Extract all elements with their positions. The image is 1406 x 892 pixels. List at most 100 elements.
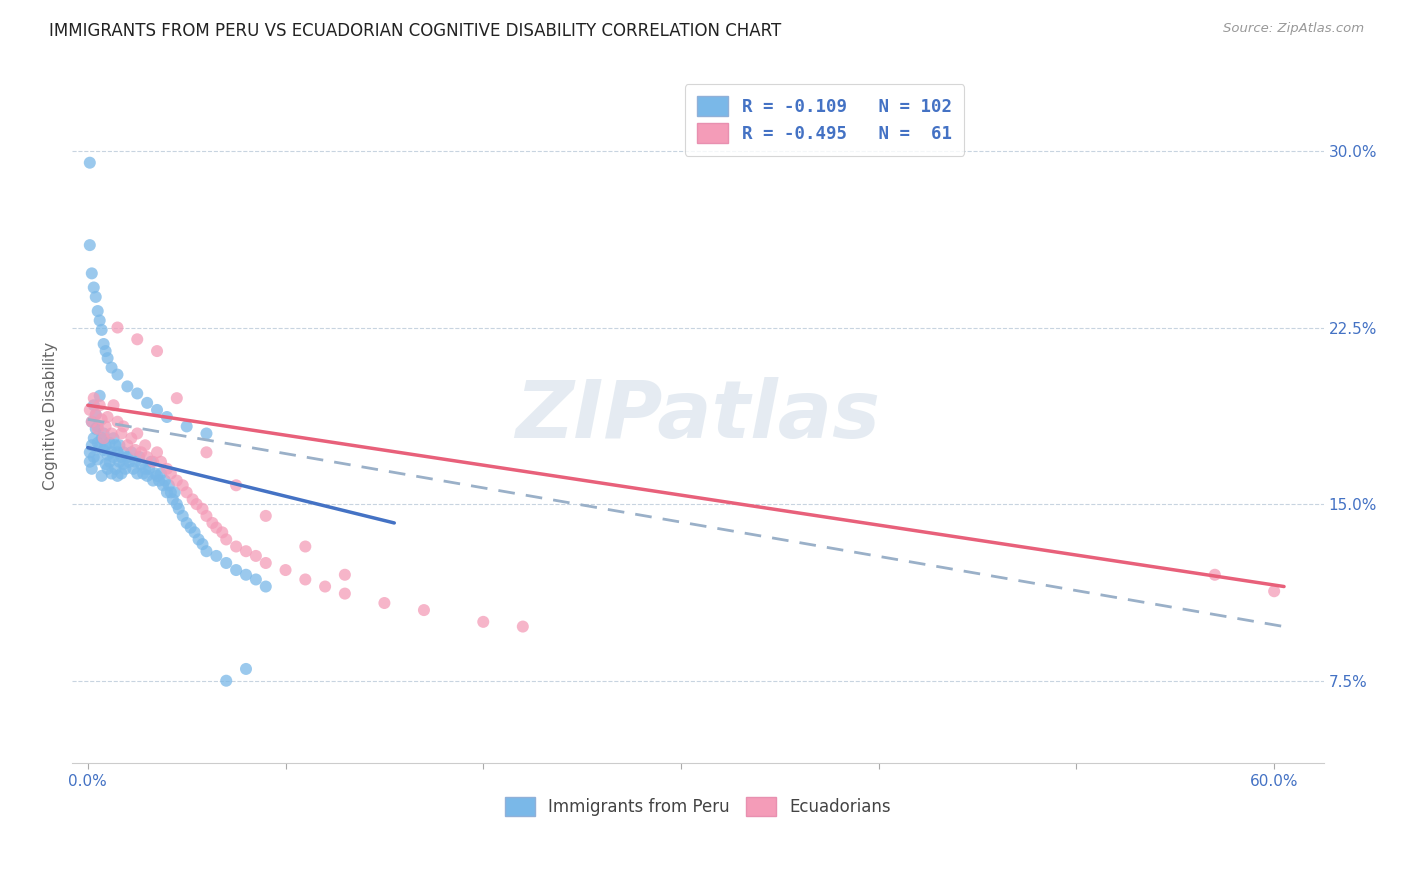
Point [89,398,111,412]
Point [225,563,247,577]
Point [86,436,108,450]
Point [163,485,186,500]
Point [172,478,194,492]
Point [235,544,257,558]
Point [112,445,135,459]
Point [180,521,202,535]
Point [211,525,233,540]
Point [110,450,132,464]
Point [176,419,198,434]
Point [120,431,142,445]
Point [94,457,117,471]
Point [93,426,115,441]
Point [146,468,169,483]
Point [181,492,204,507]
Point [100,360,122,375]
Point [98,455,121,469]
Point [94,419,117,434]
Point [1263,584,1285,599]
Point [110,426,132,441]
Point [103,398,125,412]
Point [183,525,205,540]
Point [225,540,247,554]
Legend: Immigrants from Peru, Ecuadorians: Immigrants from Peru, Ecuadorians [496,789,900,824]
Point [108,455,131,469]
Point [90,468,112,483]
Point [97,351,120,365]
Point [114,462,136,476]
Point [136,396,159,410]
Point [84,290,107,304]
Point [245,573,267,587]
Point [254,556,277,570]
Point [84,408,107,422]
Point [138,462,160,476]
Point [83,431,105,445]
Point [127,467,149,481]
Point [153,474,176,488]
Point [156,485,179,500]
Point [107,468,129,483]
Point [156,462,179,476]
Point [128,450,150,464]
Point [129,445,152,459]
Point [186,497,208,511]
Point [142,455,165,469]
Point [152,478,174,492]
Point [79,403,101,417]
Point [79,445,101,459]
Point [93,337,115,351]
Point [146,403,169,417]
Point [90,412,112,426]
Point [83,391,105,405]
Point [97,409,120,424]
Point [80,438,103,452]
Point [98,436,121,450]
Point [166,391,188,405]
Point [205,549,228,563]
Point [134,462,156,476]
Point [314,580,336,594]
Point [274,563,297,577]
Point [294,573,316,587]
Point [80,462,103,476]
Point [157,478,180,492]
Point [191,537,214,551]
Point [97,448,120,462]
Point [472,615,495,629]
Point [80,415,103,429]
Point [100,467,122,481]
Point [103,450,125,464]
Point [333,586,356,600]
Point [132,467,155,481]
Point [103,431,125,445]
Point [215,673,238,688]
Point [149,455,172,469]
Point [89,313,111,327]
Point [191,501,214,516]
Point [129,457,152,471]
Point [201,516,224,530]
Point [94,438,117,452]
Point [124,442,146,457]
Point [80,415,103,429]
Point [90,431,112,445]
Point [79,155,101,169]
Point [84,408,107,422]
Point [104,438,127,452]
Point [83,398,105,412]
Text: IMMIGRANTS FROM PERU VS ECUADORIAN COGNITIVE DISABILITY CORRELATION CHART: IMMIGRANTS FROM PERU VS ECUADORIAN COGNI… [49,22,782,40]
Point [89,389,111,403]
Point [166,474,188,488]
Point [187,533,209,547]
Point [120,445,142,459]
Point [136,468,159,483]
Point [215,533,238,547]
Point [166,497,188,511]
Point [205,521,228,535]
Point [136,450,159,464]
Point [142,474,165,488]
Point [117,450,139,464]
Point [107,368,129,382]
Point [235,662,257,676]
